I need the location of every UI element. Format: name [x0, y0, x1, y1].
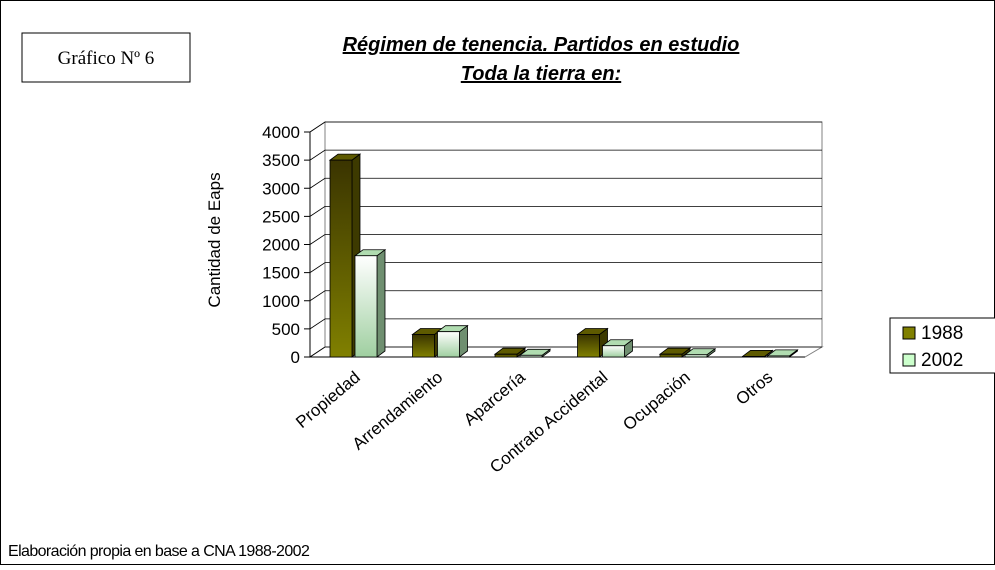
chart-label: Gráfico Nº 6 — [58, 48, 155, 69]
legend-swatch — [902, 326, 916, 340]
bar — [519, 354, 543, 358]
label-box — [21, 32, 191, 83]
grid-line — [309, 234, 822, 245]
y-tick-label: 0 — [291, 348, 300, 367]
chart-title: Régimen de tenencia. Partidos en estudio — [343, 34, 740, 56]
y-tick-label: 4000 — [262, 123, 300, 142]
grid-line — [309, 121, 822, 133]
bar — [659, 353, 683, 358]
y-tick-label: 3500 — [262, 151, 300, 170]
bar — [684, 354, 708, 358]
grid-line — [309, 290, 822, 302]
y-tick-label: 1500 — [262, 264, 300, 283]
y-tick-label: 2000 — [262, 236, 300, 255]
bar — [602, 345, 625, 358]
bar-side — [376, 248, 386, 358]
legend-label: 2002 — [921, 350, 963, 371]
chart-subtitle: Toda la tierra en: — [461, 63, 621, 85]
grid-line — [309, 149, 822, 161]
y-tick-label: 500 — [272, 320, 300, 339]
grid-line — [309, 346, 822, 358]
bar — [329, 159, 353, 358]
grid-line — [309, 318, 822, 330]
y-axis-label: Cantidad de Eaps — [205, 172, 224, 307]
grid-line — [309, 262, 822, 273]
grid-line — [309, 177, 822, 189]
bar — [742, 356, 765, 358]
legend-label: 1988 — [921, 323, 963, 344]
bar — [767, 355, 790, 358]
grid-line — [309, 205, 822, 217]
y-tick-label: 2500 — [262, 207, 300, 226]
footnote: Elaboración propia en base a CNA 1988-20… — [8, 543, 310, 560]
y-tick-label: 1000 — [262, 292, 300, 311]
bar — [437, 331, 460, 358]
bar — [577, 334, 600, 358]
bar — [354, 255, 378, 358]
bar — [494, 353, 518, 358]
y-tick-label: 3000 — [262, 179, 300, 198]
bar — [412, 334, 435, 358]
legend-swatch — [902, 353, 916, 367]
